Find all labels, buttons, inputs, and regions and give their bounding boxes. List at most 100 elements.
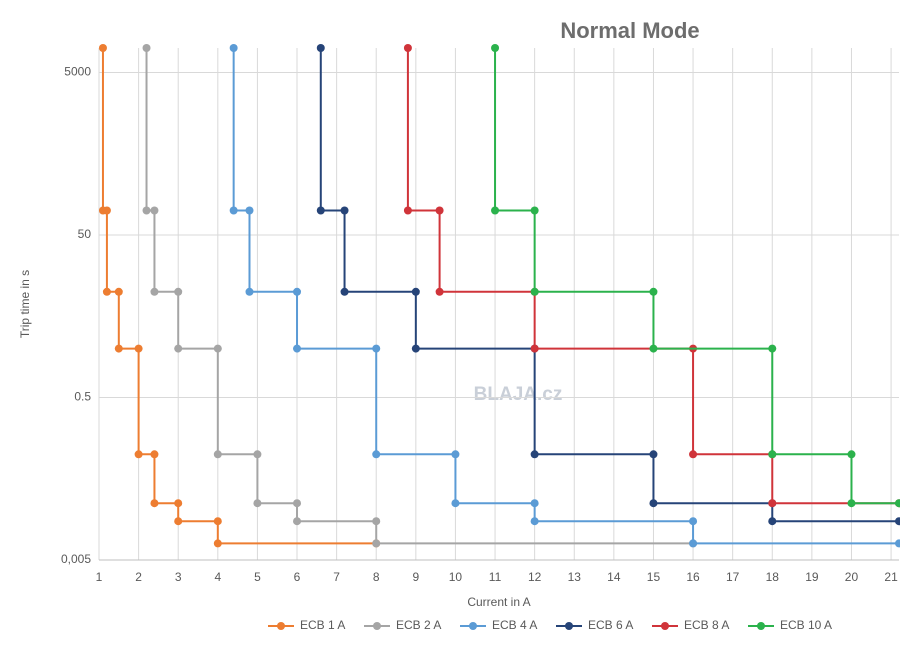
point <box>150 287 159 296</box>
point <box>768 499 777 508</box>
x-tick-label: 8 <box>373 570 380 584</box>
point <box>293 517 302 526</box>
legend-label: ECB 2 A <box>396 618 441 632</box>
point <box>372 344 381 353</box>
point <box>768 344 777 353</box>
point <box>435 287 444 296</box>
x-tick-label: 21 <box>884 570 898 584</box>
x-tick-label: 19 <box>805 570 819 584</box>
x-tick-label: 18 <box>766 570 780 584</box>
legend-label: ECB 8 A <box>684 618 729 632</box>
series-line <box>101 48 377 545</box>
point <box>530 206 539 215</box>
point <box>316 44 325 52</box>
point <box>229 44 238 52</box>
x-tick-label: 14 <box>607 570 621 584</box>
x-tick-label: 9 <box>412 570 419 584</box>
legend-label: ECB 1 A <box>300 618 345 632</box>
point <box>372 450 381 459</box>
point <box>649 499 658 508</box>
point <box>530 517 539 526</box>
point <box>530 450 539 459</box>
point <box>174 499 183 508</box>
x-tick-label: 10 <box>449 570 463 584</box>
series-line <box>145 48 694 545</box>
x-tick-label: 15 <box>647 570 661 584</box>
point <box>491 44 500 52</box>
point <box>142 44 151 52</box>
point <box>530 287 539 296</box>
x-axis-label: Current in A <box>467 595 530 609</box>
point <box>530 499 539 508</box>
point <box>213 344 222 353</box>
point <box>293 344 302 353</box>
x-tick-label: 1 <box>96 570 103 584</box>
point <box>142 206 151 215</box>
point <box>768 517 777 526</box>
point <box>213 539 222 548</box>
x-tick-label: 13 <box>568 570 582 584</box>
legend-marker <box>565 622 573 630</box>
point <box>98 44 107 52</box>
point <box>435 206 444 215</box>
point <box>253 450 262 459</box>
legend-label: ECB 10 A <box>780 618 832 632</box>
x-tick-label: 17 <box>726 570 740 584</box>
point <box>293 499 302 508</box>
legend-label: ECB 6 A <box>588 618 633 632</box>
point <box>174 517 183 526</box>
point <box>245 287 254 296</box>
point <box>403 44 412 52</box>
legend-marker <box>469 622 477 630</box>
point <box>411 287 420 296</box>
x-tick-label: 20 <box>845 570 859 584</box>
legend-marker <box>277 622 285 630</box>
point <box>134 450 143 459</box>
y-tick-label: 5000 <box>64 65 91 79</box>
legend-marker <box>661 622 669 630</box>
point <box>372 539 381 548</box>
point <box>895 517 900 526</box>
y-tick-label: 0.5 <box>74 390 91 404</box>
point <box>372 517 381 526</box>
x-tick-label: 6 <box>294 570 301 584</box>
point <box>213 517 222 526</box>
legend-marker <box>373 622 381 630</box>
point <box>229 206 238 215</box>
x-tick-label: 16 <box>686 570 700 584</box>
point <box>847 450 856 459</box>
point <box>340 206 349 215</box>
point <box>253 499 262 508</box>
point <box>114 287 123 296</box>
chart-title: Normal Mode <box>560 18 699 43</box>
watermark: BLAJA.cz <box>474 384 563 405</box>
point <box>316 206 325 215</box>
point <box>491 206 500 215</box>
point <box>102 287 111 296</box>
x-tick-label: 2 <box>135 570 142 584</box>
x-tick-label: 12 <box>528 570 542 584</box>
point <box>895 499 900 508</box>
point <box>451 499 460 508</box>
point <box>411 344 420 353</box>
legend-marker <box>757 622 765 630</box>
point <box>895 539 900 548</box>
point <box>102 206 111 215</box>
point <box>174 287 183 296</box>
x-tick-label: 5 <box>254 570 261 584</box>
point <box>340 287 349 296</box>
x-tick-label: 11 <box>489 570 502 584</box>
point <box>768 450 777 459</box>
y-tick-label: 0,005 <box>61 552 91 566</box>
point <box>150 450 159 459</box>
point <box>689 539 698 548</box>
point <box>174 344 183 353</box>
series-line <box>494 48 899 505</box>
point <box>530 344 539 353</box>
point <box>134 344 143 353</box>
point <box>213 450 222 459</box>
point <box>403 206 412 215</box>
y-axis-label: Trip time in s <box>18 270 32 338</box>
point <box>114 344 123 353</box>
